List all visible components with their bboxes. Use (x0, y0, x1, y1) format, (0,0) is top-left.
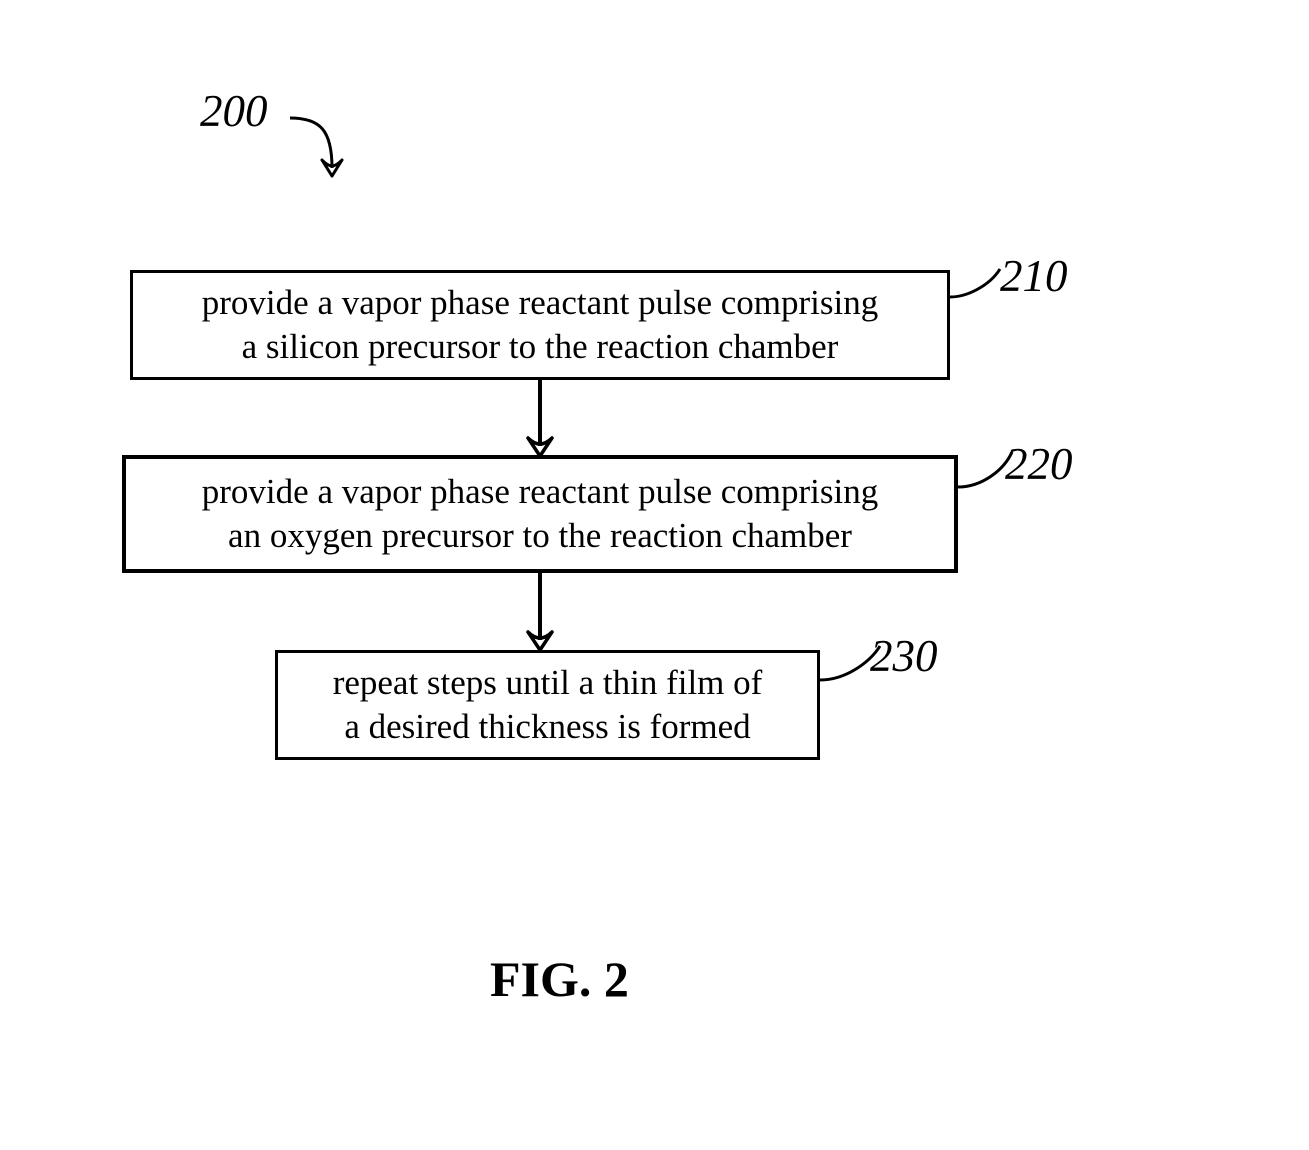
lead-line-210 (950, 269, 1000, 297)
flowchart-step-2-line-2: an oxygen precursor to the reaction cham… (228, 514, 852, 558)
lead-arrowhead-main (322, 160, 342, 176)
flowchart-step-1-ref-text: 210 (1000, 251, 1068, 301)
diagram-ref-main-text: 200 (200, 86, 268, 136)
edge-1-2-arrowhead (528, 438, 552, 456)
diagram-ref-main: 200 (200, 85, 268, 137)
lead-line-220 (958, 452, 1012, 487)
flowchart-step-2: provide a vapor phase reactant pulse com… (122, 455, 958, 573)
flowchart-step-3-line-2: a desired thickness is formed (344, 705, 750, 749)
lead-line-main (290, 118, 332, 168)
connectors-svg (0, 0, 1309, 1150)
flowchart-step-3-ref: 230 (870, 630, 938, 682)
edge-2-3-arrowhead (528, 632, 552, 650)
diagram-stage: 200 provide a vapor phase reactant pulse… (0, 0, 1309, 1150)
flowchart-step-3-line-1: repeat steps until a thin film of (333, 661, 763, 705)
flowchart-step-2-line-1: provide a vapor phase reactant pulse com… (202, 470, 878, 514)
flowchart-step-1-ref: 210 (1000, 250, 1068, 302)
flowchart-step-1: provide a vapor phase reactant pulse com… (130, 270, 950, 380)
flowchart-step-2-ref-text: 220 (1005, 439, 1073, 489)
flowchart-step-1-line-2: a silicon precursor to the reaction cham… (242, 325, 839, 369)
figure-caption-text: FIG. 2 (490, 951, 629, 1007)
flowchart-step-2-ref: 220 (1005, 438, 1073, 490)
figure-caption: FIG. 2 (490, 950, 629, 1008)
flowchart-step-1-line-1: provide a vapor phase reactant pulse com… (202, 281, 878, 325)
flowchart-step-3: repeat steps until a thin film of a desi… (275, 650, 820, 760)
flowchart-step-3-ref-text: 230 (870, 631, 938, 681)
